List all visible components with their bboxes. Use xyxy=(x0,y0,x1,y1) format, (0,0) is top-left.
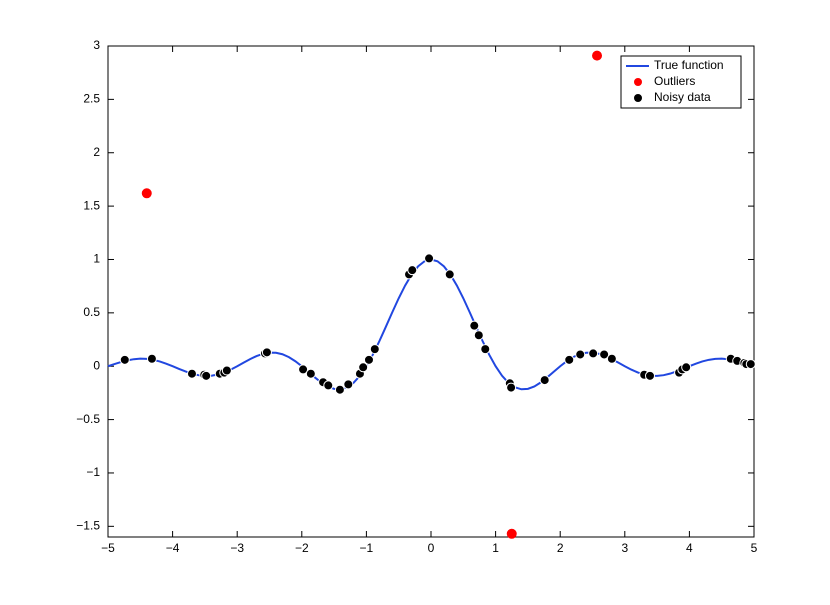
y-tick-label: −0.5 xyxy=(76,412,100,426)
point xyxy=(119,354,130,365)
point xyxy=(334,384,345,395)
x-tick-label: −4 xyxy=(166,541,180,555)
y-tick-label: 2.5 xyxy=(83,92,100,106)
point xyxy=(369,344,380,355)
point xyxy=(506,528,517,539)
point xyxy=(305,368,316,379)
point xyxy=(201,370,212,381)
point xyxy=(343,379,354,390)
point xyxy=(575,349,586,360)
point xyxy=(506,382,517,393)
x-tick-label: 3 xyxy=(621,541,628,555)
point xyxy=(186,368,197,379)
legend-label: Outliers xyxy=(654,74,695,88)
y-tick-label: −1.5 xyxy=(76,518,100,532)
legend-label: Noisy data xyxy=(654,90,711,104)
point xyxy=(588,348,599,359)
x-tick-label: 5 xyxy=(751,541,758,555)
point xyxy=(599,349,610,360)
point xyxy=(261,347,272,358)
x-tick-label: −1 xyxy=(360,541,374,555)
point xyxy=(644,370,655,381)
point xyxy=(444,269,455,280)
x-tick-label: 0 xyxy=(428,541,435,555)
point xyxy=(564,354,575,365)
point xyxy=(606,353,617,364)
point xyxy=(745,359,756,370)
point xyxy=(681,362,692,373)
point xyxy=(363,354,374,365)
point xyxy=(469,320,480,331)
x-tick-label: 4 xyxy=(686,541,693,555)
point xyxy=(592,50,603,61)
y-tick-label: 2 xyxy=(93,145,100,159)
y-tick-label: 0 xyxy=(93,358,100,372)
y-tick-label: 3 xyxy=(93,38,100,52)
x-tick-label: 2 xyxy=(557,541,564,555)
x-tick-label: −5 xyxy=(101,541,115,555)
point xyxy=(146,353,157,364)
point xyxy=(407,265,418,276)
y-tick-label: 1.5 xyxy=(83,198,100,212)
legend-label: True function xyxy=(654,58,724,72)
x-tick-label: 1 xyxy=(492,541,499,555)
point xyxy=(473,330,484,341)
plot-frame xyxy=(107,45,755,538)
point xyxy=(141,188,152,199)
y-tick-label: 0.5 xyxy=(83,305,100,319)
x-tick-label: −2 xyxy=(295,541,309,555)
x-tick-label: −3 xyxy=(230,541,244,555)
point xyxy=(221,365,232,376)
point xyxy=(539,375,550,386)
point xyxy=(323,380,334,391)
y-tick-label: 1 xyxy=(93,252,100,266)
y-tick-label: −1 xyxy=(86,465,100,479)
point xyxy=(424,253,435,264)
point xyxy=(480,344,491,355)
legend-swatch xyxy=(634,94,642,102)
legend-swatch xyxy=(634,78,642,86)
point xyxy=(298,364,309,375)
point xyxy=(358,362,369,373)
